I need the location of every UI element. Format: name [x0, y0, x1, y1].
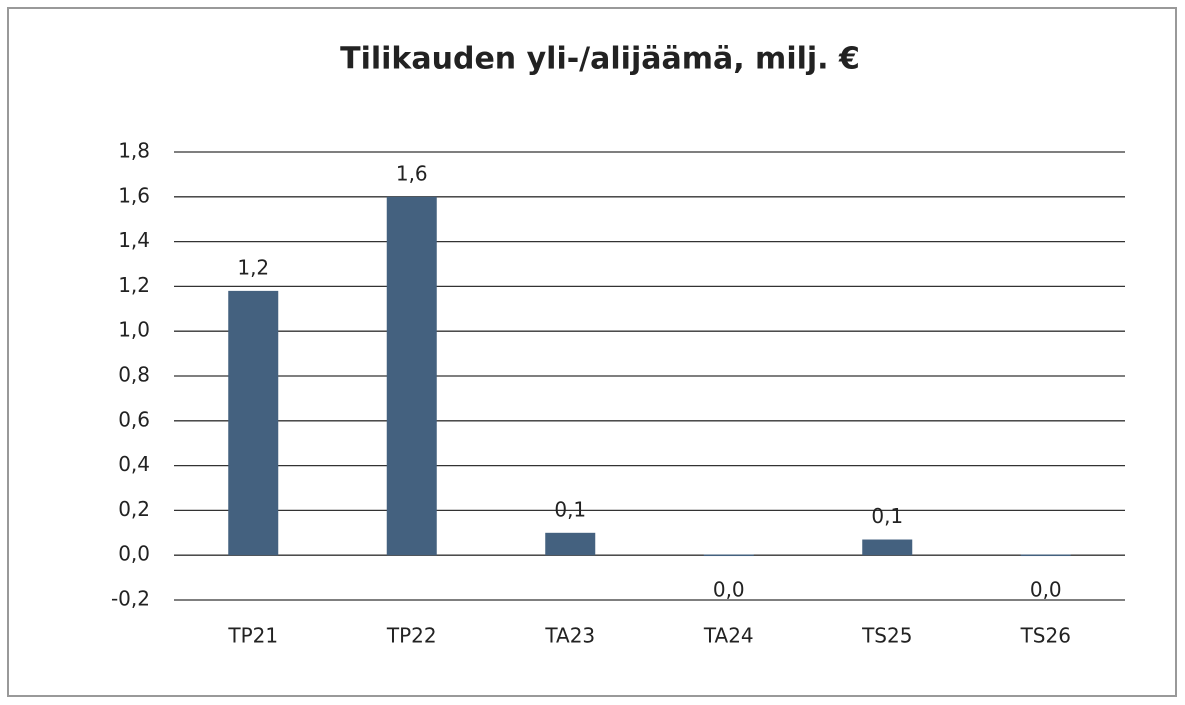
x-tick-label: TS26: [1020, 624, 1071, 648]
chart-title: Tilikauden yli-/alijäämä, milj. €: [340, 42, 860, 77]
value-label: 0,1: [554, 497, 586, 521]
bar: [386, 196, 437, 556]
y-tick-label: -0,2: [111, 587, 150, 611]
bar: [703, 554, 754, 557]
x-tick-label: TP22: [386, 624, 437, 648]
bar: [545, 532, 596, 556]
bar: [862, 539, 913, 556]
bar: [228, 290, 279, 556]
value-label: 1,6: [396, 161, 428, 185]
y-tick-label: 1,8: [118, 139, 150, 163]
y-tick-label: 1,6: [118, 183, 150, 207]
y-tick-label: 1,4: [118, 228, 150, 252]
x-tick-label: TS25: [861, 624, 912, 648]
value-label: 0,0: [713, 578, 745, 602]
x-tick-label: TP21: [227, 624, 278, 648]
bar: [1020, 554, 1071, 557]
y-tick-label: 0,4: [118, 452, 150, 476]
y-tick-label: 0,2: [118, 497, 150, 521]
x-tick-label: TA23: [544, 624, 595, 648]
value-label: 0,0: [1030, 578, 1062, 602]
value-label: 1,2: [237, 255, 269, 279]
y-tick-label: 0,8: [118, 363, 150, 387]
chart-frame: [7, 7, 1177, 697]
y-tick-label: 1,2: [118, 273, 150, 297]
value-label: 0,1: [871, 504, 903, 528]
y-tick-label: 0,6: [118, 407, 150, 431]
y-tick-label: 1,0: [118, 318, 150, 342]
x-tick-label: TA24: [703, 624, 754, 648]
y-tick-label: 0,0: [118, 542, 150, 566]
